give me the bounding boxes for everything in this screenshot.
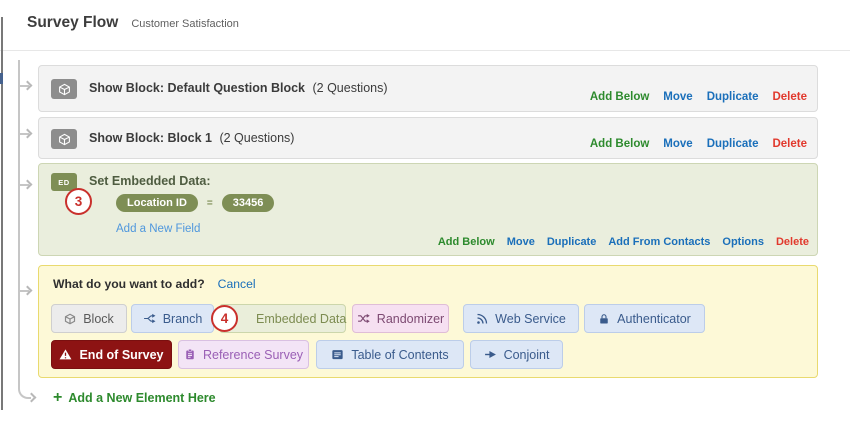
button-label: Web Service <box>495 311 566 326</box>
block-title-text: Show Block: Block 1 <box>89 131 212 145</box>
randomizer-type-button[interactable]: Randomizer <box>352 304 449 333</box>
embedded-data-type-button[interactable]: Embedded Data <box>219 304 346 333</box>
flow-arrow-icon <box>26 392 37 403</box>
add-element-panel: What do you want to add? Cancel Block Br… <box>38 265 818 378</box>
lock-icon <box>600 313 608 323</box>
block-cube-icon <box>51 129 77 149</box>
button-label: Embedded Data <box>256 311 347 326</box>
cube-icon <box>65 313 76 324</box>
reference-survey-type-button[interactable]: Reference Survey <box>178 340 309 369</box>
annotation-circle-3: 3 <box>65 188 92 215</box>
block-question-count: (2 Questions) <box>312 81 388 95</box>
cancel-link[interactable]: Cancel <box>217 277 256 291</box>
move-link[interactable]: Move <box>663 138 693 150</box>
options-link[interactable]: Options <box>722 236 764 248</box>
flow-arrow-icon <box>22 80 33 91</box>
duplicate-link[interactable]: Duplicate <box>706 138 759 150</box>
delete-link[interactable]: Delete <box>775 236 809 248</box>
window-edge-line <box>1 17 3 410</box>
flow-arrow-icon <box>22 179 33 190</box>
block-actions: Add Below Move Duplicate Delete <box>590 138 807 150</box>
block-row-title: Show Block: Block 1 (2 Questions) <box>89 131 294 145</box>
block-row-block-1[interactable]: Show Block: Block 1 (2 Questions) Add Be… <box>38 117 818 159</box>
field-name-pill[interactable]: Location ID <box>116 194 198 212</box>
conjoint-icon <box>484 350 496 359</box>
duplicate-link[interactable]: Duplicate <box>706 91 759 103</box>
block-row-default-question-block[interactable]: Show Block: Default Question Block (2 Qu… <box>38 65 818 112</box>
block-cube-icon <box>51 79 77 99</box>
add-element-label: Add a New Element Here <box>68 391 216 405</box>
add-panel-header: What do you want to add? Cancel <box>53 277 256 291</box>
branch-icon <box>143 313 156 324</box>
web-service-type-button[interactable]: Web Service <box>463 304 579 333</box>
branch-type-button[interactable]: Branch <box>131 304 214 333</box>
embedded-data-card[interactable]: ED Set Embedded Data: 3 Location ID = 33… <box>38 163 818 256</box>
block-row-title: Show Block: Default Question Block (2 Qu… <box>89 81 388 95</box>
duplicate-link[interactable]: Duplicate <box>546 236 597 248</box>
table-of-contents-type-button[interactable]: Table of Contents <box>316 340 464 369</box>
add-below-link[interactable]: Add Below <box>437 236 495 248</box>
clipboard-icon <box>186 349 194 360</box>
page-header: Survey Flow Customer Satisfaction <box>27 14 239 32</box>
delete-link[interactable]: Delete <box>772 138 807 150</box>
equals-sign: = <box>206 197 213 209</box>
flow-arrow-icon <box>22 128 33 139</box>
flow-bottom-curve <box>18 380 31 399</box>
button-label: Branch <box>162 311 203 326</box>
add-new-field-link[interactable]: Add a New Field <box>116 223 201 235</box>
button-label: Conjoint <box>503 347 550 362</box>
button-label: Reference Survey <box>202 347 304 362</box>
flow-branch-line <box>19 85 29 87</box>
embedded-actions: Add Below Move Duplicate Add From Contac… <box>438 236 809 248</box>
add-panel-question: What do you want to add? <box>53 277 205 291</box>
end-of-survey-type-button[interactable]: End of Survey <box>51 340 172 369</box>
embedded-data-icon: ED <box>51 173 77 191</box>
list-icon <box>332 350 343 360</box>
block-question-count: (2 Questions) <box>219 131 295 145</box>
annotation-circle-4: 4 <box>211 305 238 332</box>
survey-name: Customer Satisfaction <box>131 18 239 30</box>
add-below-link[interactable]: Add Below <box>589 91 650 103</box>
embedded-data-title: Set Embedded Data: <box>89 174 211 188</box>
move-link[interactable]: Move <box>506 236 535 248</box>
field-value-pill[interactable]: 33456 <box>221 194 275 212</box>
button-label: Block <box>83 311 114 326</box>
feed-icon <box>477 313 488 324</box>
button-label: End of Survey <box>79 347 164 362</box>
flow-arrow-icon <box>22 285 33 296</box>
header-divider <box>0 50 850 51</box>
block-type-button[interactable]: Block <box>51 304 127 333</box>
plus-icon: + <box>53 389 63 406</box>
embedded-field-row: Location ID = 33456 <box>116 194 275 212</box>
shuffle-icon <box>357 313 370 324</box>
block-title-text: Show Block: Default Question Block <box>89 81 305 95</box>
block-actions: Add Below Move Duplicate Delete <box>590 91 807 103</box>
move-link[interactable]: Move <box>663 91 693 103</box>
flow-branch-line <box>19 290 29 292</box>
authenticator-type-button[interactable]: Authenticator <box>584 304 705 333</box>
button-label: Randomizer <box>376 311 445 326</box>
button-label: Authenticator <box>617 311 691 326</box>
flow-branch-line <box>19 133 29 135</box>
add-new-element-link[interactable]: + Add a New Element Here <box>53 390 216 406</box>
button-label: Table of Contents <box>351 347 449 362</box>
delete-link[interactable]: Delete <box>772 91 807 103</box>
add-from-contacts-link[interactable]: Add From Contacts <box>608 236 711 248</box>
window-edge-fragment <box>0 73 3 84</box>
warning-icon <box>60 349 72 360</box>
page-title: Survey Flow <box>27 14 119 31</box>
flow-spine-line <box>18 60 20 380</box>
conjoint-type-button[interactable]: Conjoint <box>470 340 563 369</box>
flow-branch-line <box>19 184 29 186</box>
add-below-link[interactable]: Add Below <box>589 138 650 150</box>
